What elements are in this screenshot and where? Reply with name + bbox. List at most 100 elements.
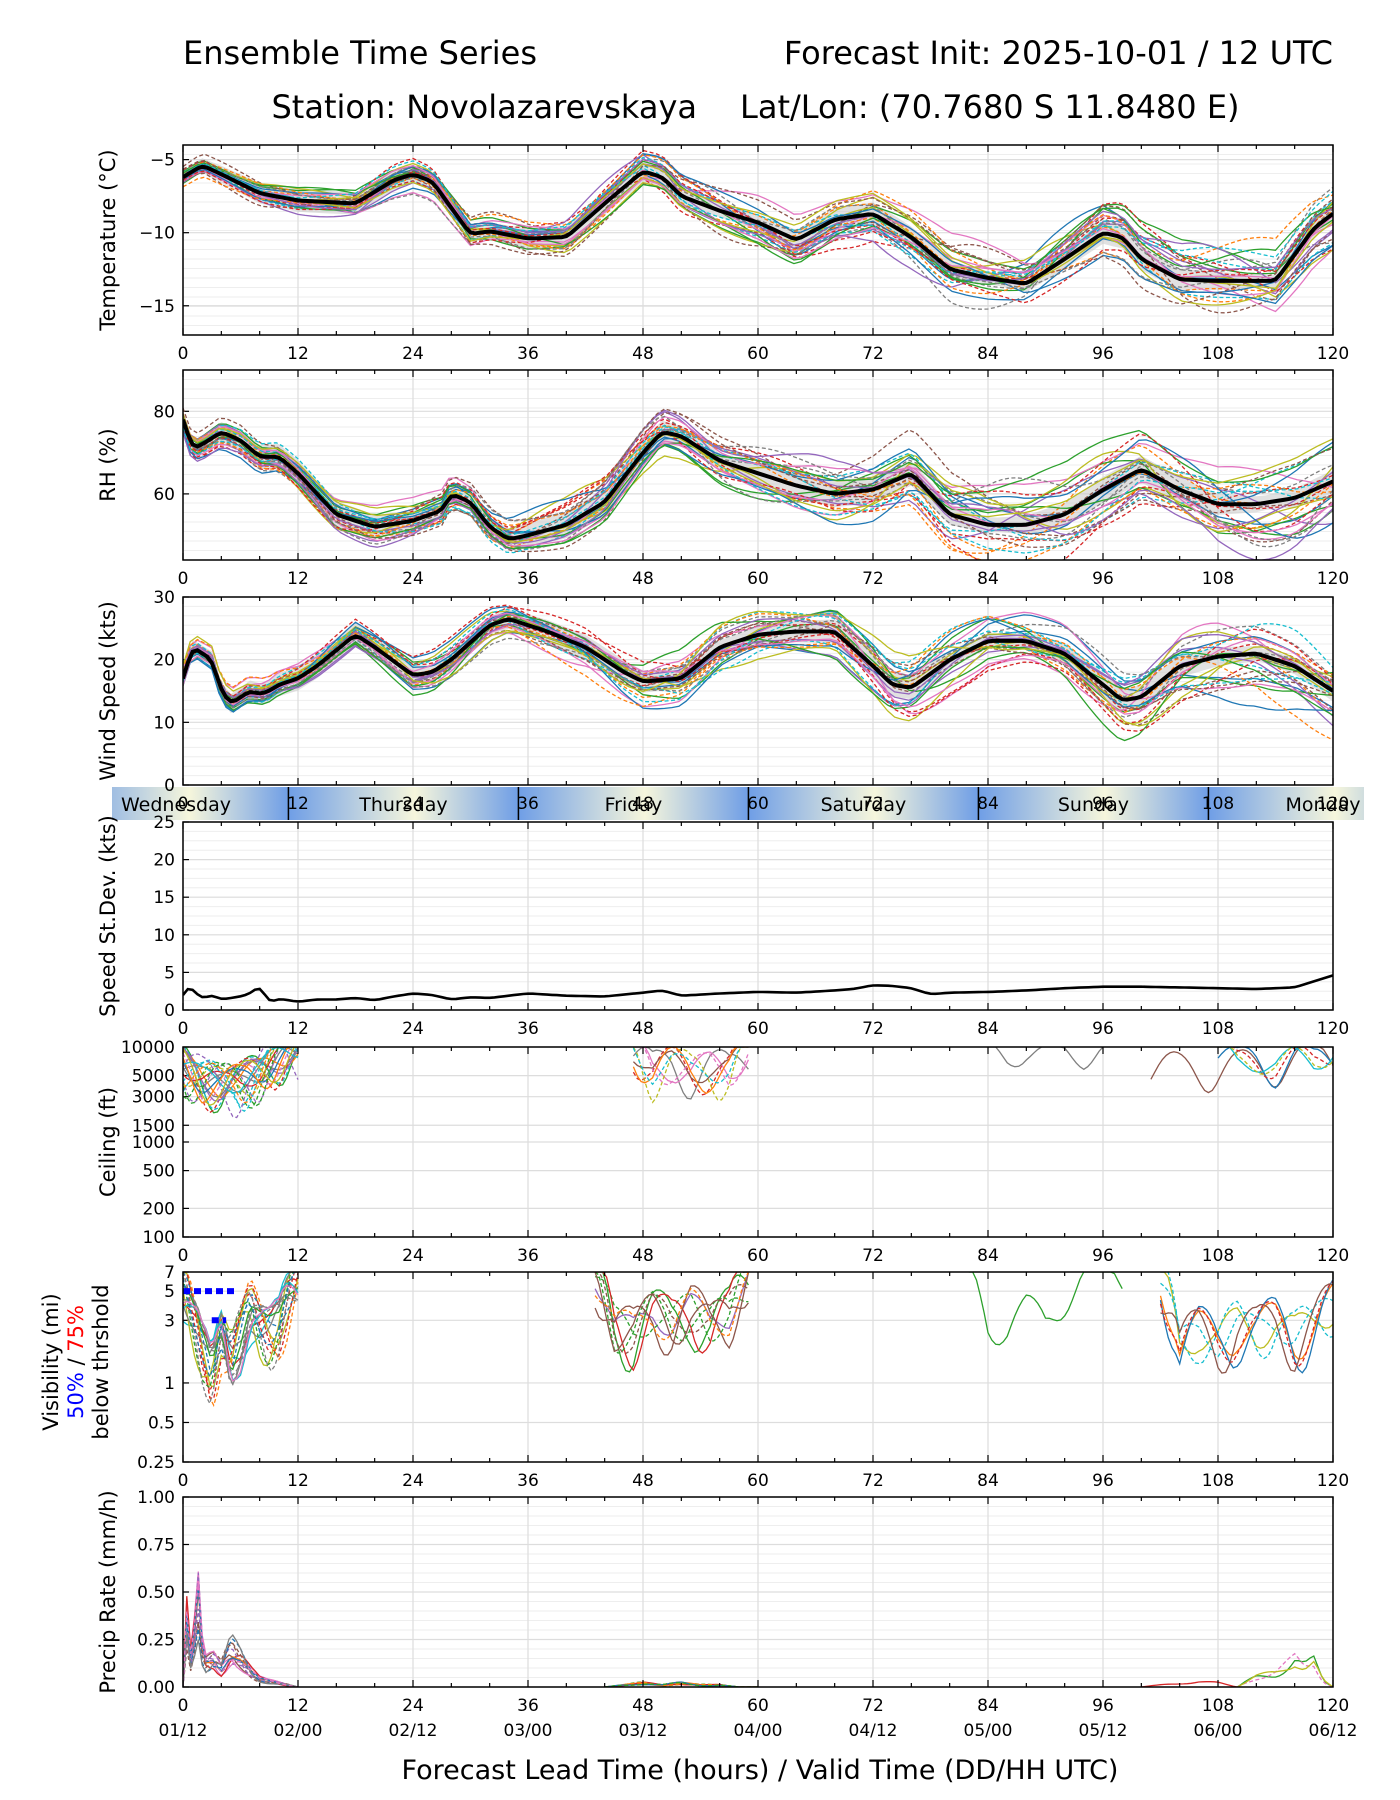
x-tick-label: 36: [517, 1246, 539, 1266]
ensemble-member-line: [968, 1272, 1123, 1346]
x-tick-label: 72: [862, 344, 884, 364]
pct50-label: 50%: [64, 1372, 88, 1419]
x-tick-label: 84: [977, 1696, 999, 1716]
ensemble-member-line: [183, 413, 1333, 534]
wind_speed-series: [183, 604, 1333, 742]
ensemble-member-line: [1218, 1047, 1333, 1074]
precip_rate-y-axis: 1.00 0.75 0.50 0.25 0.00: [137, 1488, 1333, 1698]
x-tick-label: 12: [287, 1696, 309, 1716]
ensemble-member-line: [1159, 1279, 1333, 1374]
day-cell: [288, 787, 519, 820]
y-tick-label: 20: [153, 851, 175, 871]
ensemble-member-line: [183, 1283, 299, 1371]
ensemble-member-line: [183, 1047, 299, 1107]
visibility-ylabel-line3: below thrshold: [89, 1284, 113, 1439]
ensemble-member-line: [183, 411, 1333, 544]
x-tick-label: 84: [977, 1246, 999, 1266]
ensemble-member-line: [183, 1047, 298, 1087]
ensemble-member-line: [183, 1047, 299, 1104]
x-tick-label: 48: [632, 1246, 654, 1266]
x-tick-label: 108: [1202, 1246, 1234, 1266]
x-tick-label: 84: [977, 344, 999, 364]
pct-sep: /: [64, 1352, 88, 1372]
valid-time-label: 06/12: [1309, 1721, 1358, 1741]
ensemble-member-line: [183, 159, 1333, 305]
x-tick-label: 36: [517, 1471, 539, 1491]
day-label: Wednesday: [121, 794, 231, 816]
x-tick-label: 24: [402, 1696, 424, 1716]
speed_stdev-y-axis: 25 20 15 10 5 0: [153, 813, 1333, 1021]
ensemble-member-line: [1218, 1047, 1333, 1080]
x-tick-label: 96: [1092, 794, 1114, 814]
y-tick-label: 1.00: [137, 1488, 175, 1508]
ensemble-member-line: [183, 169, 1333, 296]
ensemble-member-line: [183, 414, 1333, 539]
y-tick-label: 20: [153, 651, 175, 671]
x-tick-label: 96: [1092, 1019, 1114, 1039]
ensemble-member-line: [183, 1581, 299, 1687]
y-tick-label: 5000: [132, 1067, 175, 1087]
wind_speed-ylabel: Wind Speed (kts): [96, 601, 120, 781]
x-tick-label: 36: [517, 1019, 539, 1039]
ensemble-mean-line: [183, 418, 1333, 541]
day-band-cells: [112, 787, 1364, 820]
ensemble-member-line: [594, 1272, 749, 1353]
ensemble-member-line: [183, 1047, 298, 1109]
x-tick-label: 48: [632, 1019, 654, 1039]
ensemble-member-line: [183, 416, 1333, 542]
ensemble-member-line: [183, 412, 1333, 537]
ensemble-member-line: [183, 164, 1333, 301]
x-tick-label: 12: [287, 1019, 309, 1039]
x-axis-title: Forecast Lead Time (hours) / Valid Time …: [402, 1755, 1119, 1786]
ensemble-member-line: [604, 1681, 758, 1687]
x-tick-label: 60: [747, 1696, 769, 1716]
station-name: Station: Novolazarevskaya: [271, 88, 697, 126]
ensemble-member-line: [594, 1272, 749, 1354]
x-tick-label: 36: [517, 794, 539, 814]
ensemble-member-line: [183, 606, 1333, 732]
precip-rate-panel: 1.00 0.75 0.50 0.25 0.000 12 24 36 48 60 72 84 96 108…: [96, 1488, 1358, 1741]
x-tick-label: 12: [287, 344, 309, 364]
y-tick-label: 0.00: [137, 1678, 175, 1698]
precip_rate-ylabel: Precip Rate (mm/h): [96, 1490, 120, 1693]
visibility-panel: 75 3 1 0.5 0.250 12 24 36 48 60 72 84 96 108 120: [137, 1263, 1349, 1491]
x-tick-label: 96: [1092, 1246, 1114, 1266]
x-tick-label: 24: [402, 1246, 424, 1266]
ensemble-member-line: [183, 1285, 299, 1377]
x-tick-label: 120: [1317, 569, 1349, 589]
ensemble-member-line: [632, 1047, 749, 1100]
y-tick-label: 80: [153, 402, 175, 422]
x-tick-label: 60: [747, 794, 769, 814]
day-label: Saturday: [821, 794, 907, 816]
ensemble-member-line: [183, 1272, 298, 1355]
wind_speed-x-axis: 0 12 24 36 48 60 72 84 96 108 120: [178, 597, 1349, 814]
rh-panel: 80 60 0 12 24 36 48 60 72 84 96 108 120 RH (%): [96, 369, 1349, 589]
ensemble-member-line: [1218, 1047, 1333, 1076]
ensemble-member-line: [183, 620, 1333, 726]
ensemble-member-line: [1160, 1282, 1333, 1358]
ensemble-member-line: [1236, 1652, 1333, 1687]
valid-time-label: 01/12: [159, 1721, 208, 1741]
ensemble-member-line: [988, 1047, 1104, 1071]
y-tick-label: 1: [164, 1374, 175, 1394]
valid-time-label: 03/00: [504, 1721, 553, 1741]
station-latlon: Lat/Lon: (70.7680 S 11.8480 E): [740, 88, 1240, 126]
valid-time-label: 04/12: [849, 1721, 898, 1741]
ensemble-member-line: [183, 1272, 299, 1400]
y-tick-label: 10: [153, 713, 175, 733]
x-tick-label: 0: [178, 1471, 189, 1491]
visibility-series: [183, 1272, 1333, 1408]
x-tick-label: 24: [402, 1019, 424, 1039]
speed_stdev-x-axis: 0 12 24 36 48 60 72 84 96 108 120: [178, 822, 1349, 1039]
ensemble-member-line: [183, 1272, 298, 1379]
x-tick-label: 48: [632, 1696, 654, 1716]
x-tick-label: 72: [862, 569, 884, 589]
ensemble-member-line: [183, 426, 1333, 539]
ensemble-member-line: [1141, 1681, 1238, 1687]
x-tick-label: 48: [632, 344, 654, 364]
y-tick-label: −5: [150, 151, 175, 171]
x-tick-label: 36: [517, 569, 539, 589]
ensemble-mean-line: [183, 974, 1333, 1003]
ensemble-member-line: [183, 415, 1333, 548]
